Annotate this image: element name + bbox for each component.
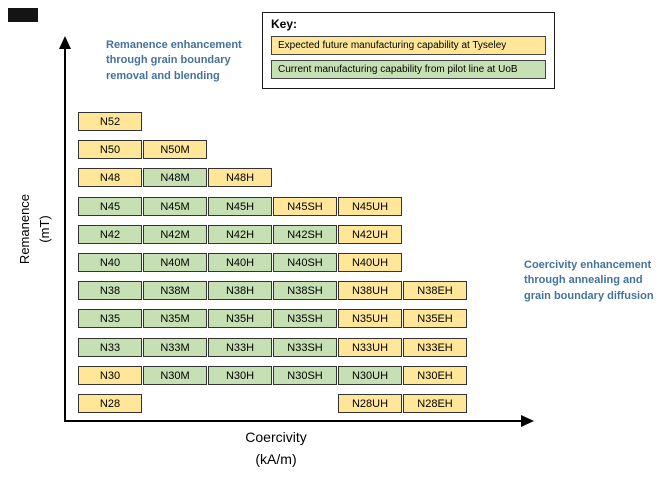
grade-cell-n35uh: N35UH xyxy=(338,309,402,328)
x-axis-label-line2: (kA/m) xyxy=(255,450,297,467)
grade-cell-n30uh: N30UH xyxy=(338,366,402,385)
x-axis-label: Coercivity (kA/m) xyxy=(196,427,356,470)
grade-cell-n33m: N33M xyxy=(143,338,207,357)
y-axis-arrow-icon xyxy=(59,36,71,49)
annotation-remanence-enhancement: Remanence enhancement through grain boun… xyxy=(106,39,242,82)
grade-cell-n35sh: N35SH xyxy=(273,309,337,328)
annotation-coercivity-enhancement: Coercivity enhancement through annealing… xyxy=(524,259,654,302)
grade-cell-n33: N33 xyxy=(78,338,142,357)
grade-cell-n45m: N45M xyxy=(143,197,207,216)
grade-cell-n42: N42 xyxy=(78,225,142,244)
grade-cell-n48: N48 xyxy=(78,168,142,187)
grade-cell-n33uh: N33UH xyxy=(338,338,402,357)
grade-cell-n42h: N42H xyxy=(208,225,272,244)
grade-cell-n33sh: N33SH xyxy=(273,338,337,357)
legend: Key: Expected future manufacturing capab… xyxy=(262,12,555,89)
corner-marker xyxy=(8,8,38,22)
grade-cell-n30h: N30H xyxy=(208,366,272,385)
legend-item-future: Expected future manufacturing capability… xyxy=(271,36,546,55)
grade-cell-n40h: N40H xyxy=(208,253,272,272)
grade-cell-n35eh: N35EH xyxy=(403,309,467,328)
grade-cell-n45uh: N45UH xyxy=(338,197,402,216)
grade-cell-n45h: N45H xyxy=(208,197,272,216)
legend-item-current: Current manufacturing capability from pi… xyxy=(271,60,546,79)
grade-cell-n30eh: N30EH xyxy=(403,366,467,385)
grade-cell-n38h: N38H xyxy=(208,281,272,300)
x-axis-arrow-icon xyxy=(521,415,534,427)
grade-cell-n38uh: N38UH xyxy=(338,281,402,300)
legend-title: Key: xyxy=(271,17,298,31)
grade-cell-n30sh: N30SH xyxy=(273,366,337,385)
grade-cell-n42uh: N42UH xyxy=(338,225,402,244)
grade-cell-n40: N40 xyxy=(78,253,142,272)
grade-cell-n52: N52 xyxy=(78,112,142,131)
grade-cell-n35m: N35M xyxy=(143,309,207,328)
grade-cell-n50: N50 xyxy=(78,140,142,159)
grade-cell-n28uh: N28UH xyxy=(338,394,402,413)
grade-cell-n50m: N50M xyxy=(143,140,207,159)
grade-cell-n28eh: N28EH xyxy=(403,394,467,413)
grade-cell-n33h: N33H xyxy=(208,338,272,357)
grade-cell-n40sh: N40SH xyxy=(273,253,337,272)
grade-cell-n45sh: N45SH xyxy=(273,197,337,216)
grade-cell-n48h: N48H xyxy=(208,168,272,187)
grade-cell-n35h: N35H xyxy=(208,309,272,328)
grade-cell-n30m: N30M xyxy=(143,366,207,385)
grade-cell-n30: N30 xyxy=(78,366,142,385)
grade-cell-n38: N38 xyxy=(78,281,142,300)
grade-cell-n45: N45 xyxy=(78,197,142,216)
grade-cell-n28: N28 xyxy=(78,394,142,413)
grade-cell-n38m: N38M xyxy=(143,281,207,300)
grade-cell-n48m: N48M xyxy=(143,168,207,187)
grade-cell-n40uh: N40UH xyxy=(338,253,402,272)
grade-cell-n40m: N40M xyxy=(143,253,207,272)
grade-cell-n42m: N42M xyxy=(143,225,207,244)
grade-cell-n33eh: N33EH xyxy=(403,338,467,357)
grade-cell-n42sh: N42SH xyxy=(273,225,337,244)
x-axis-line xyxy=(64,420,522,422)
grade-cell-n38sh: N38SH xyxy=(273,281,337,300)
grade-cell-n38eh: N38EH xyxy=(403,281,467,300)
y-axis-line xyxy=(64,48,66,422)
x-axis-label-line1: Coercivity xyxy=(245,429,307,445)
grade-cell-n35: N35 xyxy=(78,309,142,328)
